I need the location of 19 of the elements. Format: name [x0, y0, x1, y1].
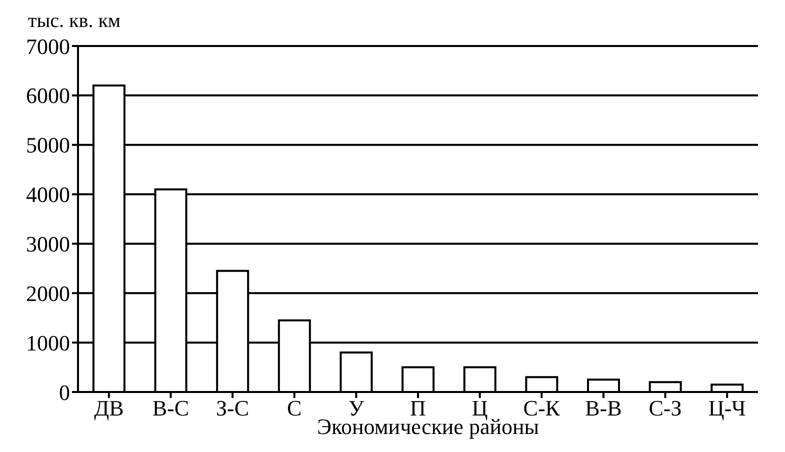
- y-tick-label: 4000: [26, 182, 70, 208]
- x-tick-label: З-С: [216, 396, 250, 421]
- x-tick-label: Ц-Ч: [708, 396, 746, 421]
- y-axis-title: тыс. кв. км: [28, 10, 121, 33]
- x-tick-label: ДВ: [94, 396, 124, 421]
- x-tick-label: П: [410, 396, 426, 421]
- y-tick-label: 5000: [26, 132, 70, 158]
- x-tick-label: С-К: [523, 396, 560, 421]
- x-tick-label: В-В: [585, 396, 622, 421]
- x-tick-label: С: [287, 396, 302, 421]
- x-tick-label: У: [348, 396, 364, 421]
- x-tick-label: С-З: [648, 396, 682, 421]
- y-tick-label: 3000: [26, 232, 70, 257]
- y-tick-label: 2000: [26, 280, 70, 306]
- y-tick-label: 1000: [26, 330, 70, 356]
- y-tick-label: 7000: [26, 34, 70, 59]
- x-tick-label: В-С: [152, 396, 190, 421]
- y-tick-label: 0: [59, 380, 70, 405]
- y-tick-label: 6000: [26, 83, 70, 108]
